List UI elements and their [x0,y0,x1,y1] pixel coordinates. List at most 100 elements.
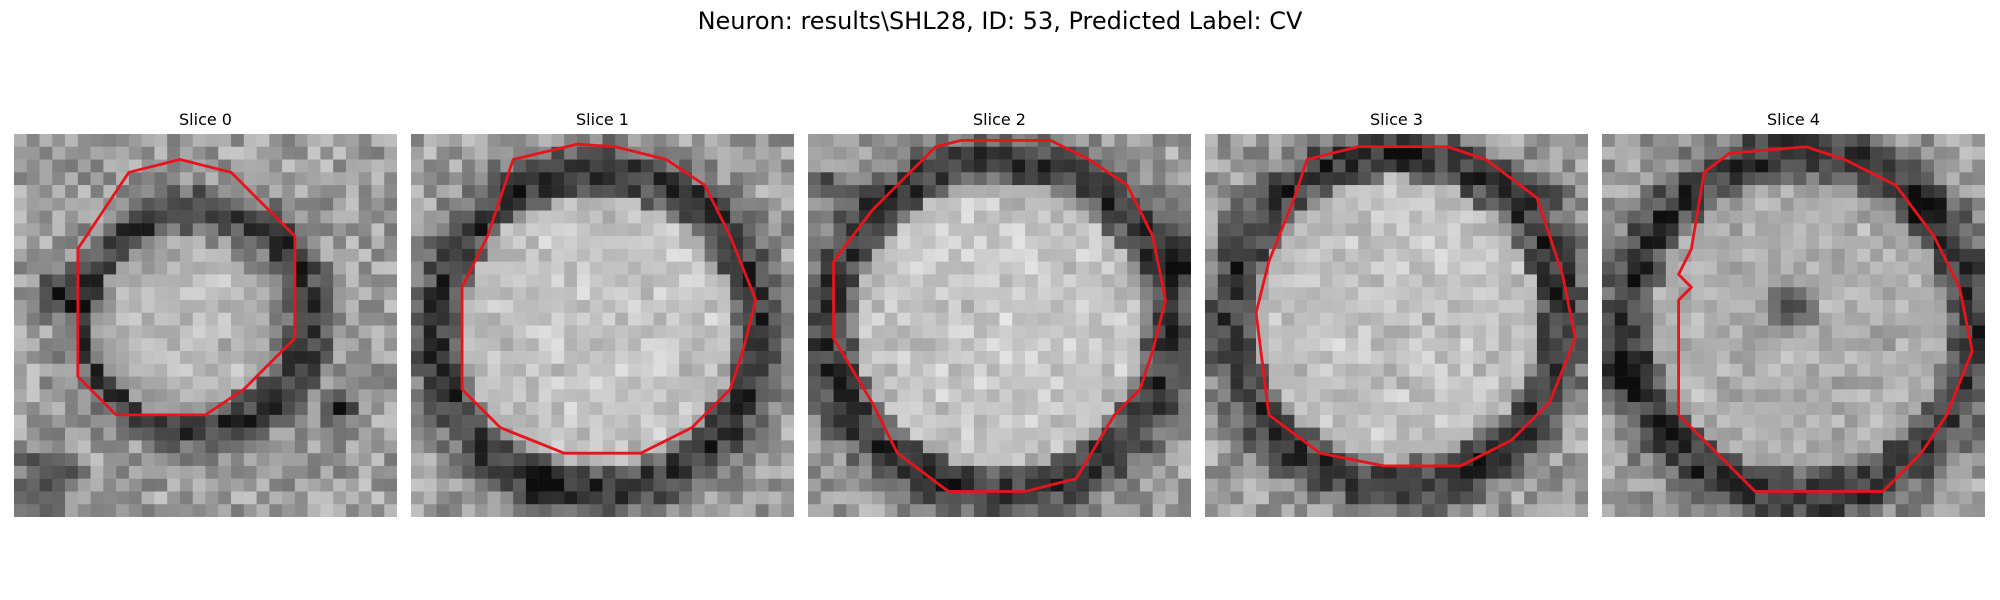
pixel [141,504,155,517]
pixel [948,491,962,505]
pixel [77,389,91,403]
pixel [1127,312,1141,326]
pixel [269,223,283,237]
pixel [1602,197,1616,211]
pixel [833,376,847,390]
pixel [167,363,181,377]
pixel [423,389,437,403]
pixel [1409,159,1423,173]
pixel [1536,248,1550,262]
pixel [1114,299,1128,313]
pixel [820,223,834,237]
pixel [1025,146,1039,160]
pixel [910,274,924,288]
pixel [1755,185,1769,199]
pixel [384,389,397,403]
pixel [14,402,28,416]
pixel [859,185,873,199]
pixel [615,478,629,492]
pixel [999,261,1013,275]
pixel [167,172,181,186]
pixel [1767,478,1781,492]
pixel [730,402,744,416]
pixel [999,287,1013,301]
pixel [371,325,385,339]
pixel [192,363,206,377]
pixel [742,351,756,365]
pixel [1422,478,1436,492]
pixel [1370,223,1384,237]
pixel [411,134,425,148]
pixel [576,363,590,377]
pixel [1742,299,1756,313]
pixel [1536,414,1550,428]
pixel [691,210,705,224]
pixel [1857,465,1871,479]
pixel [704,159,718,173]
pixel [103,287,117,301]
pixel [52,248,66,262]
pixel [1716,465,1730,479]
pixel [1485,325,1499,339]
pixel [52,146,66,160]
pixel [820,197,834,211]
pixel [1345,172,1359,186]
pixel [282,465,296,479]
pixel [116,134,130,148]
pixel [704,299,718,313]
pixel [1498,146,1512,160]
pixel [26,261,40,275]
pixel [1755,363,1769,377]
pixel [1959,223,1973,237]
pixel [808,210,822,224]
pixel [1562,261,1576,275]
pixel [449,338,463,352]
pixel [474,274,488,288]
pixel [320,248,334,262]
pixel [1370,236,1384,250]
pixel [1447,338,1461,352]
pixel [1882,287,1896,301]
pixel [1602,299,1616,313]
pixel [1640,338,1654,352]
pixel [884,159,898,173]
pixel [52,236,66,250]
pixel [294,223,308,237]
pixel [1575,274,1588,288]
pixel [1088,427,1102,441]
pixel [1345,197,1359,211]
pixel [116,453,130,467]
pixel [1268,351,1282,365]
pixel [884,325,898,339]
pixel [1409,389,1423,403]
pixel [218,376,232,390]
pixel [411,185,425,199]
pixel [576,197,590,211]
pixel [1870,491,1884,505]
pixel [26,491,40,505]
pixel [999,402,1013,416]
pixel [820,172,834,186]
pixel [1358,197,1372,211]
pixel [1716,261,1730,275]
pixel [717,287,731,301]
pixel [846,185,860,199]
pixel [1627,236,1641,250]
pixel [808,134,822,148]
pixel [1063,236,1077,250]
pixel [141,299,155,313]
pixel [1716,338,1730,352]
pixel [589,261,603,275]
pixel [1205,299,1219,313]
pixel [1933,197,1947,211]
pixel [653,427,667,441]
pixel [345,312,359,326]
pixel [768,159,782,173]
pixel [1742,172,1756,186]
pixel [1396,312,1410,326]
pixel [1524,465,1538,479]
pixel [1831,351,1845,365]
pixel [1473,312,1487,326]
pixel [742,402,756,416]
pixel [1025,402,1039,416]
